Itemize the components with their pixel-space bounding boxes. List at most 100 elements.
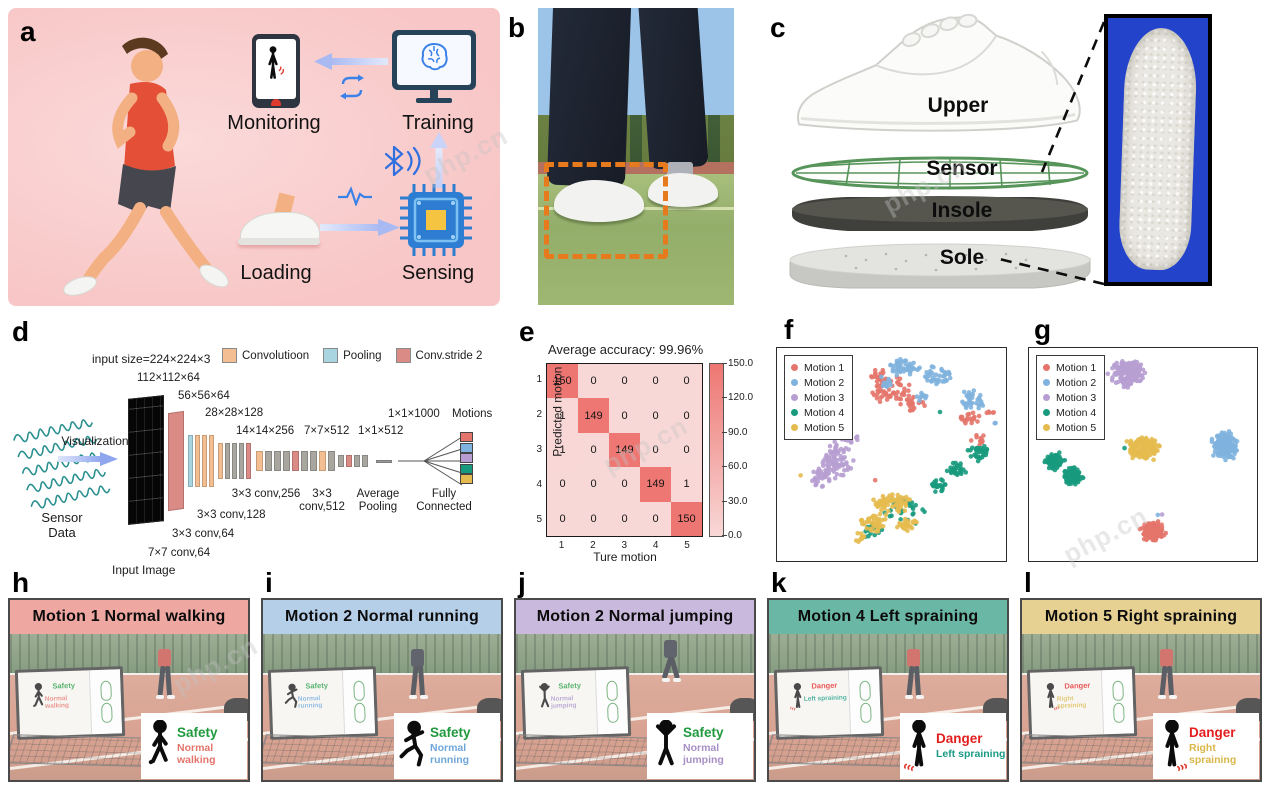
legend-label: Motion 4 — [1056, 406, 1097, 419]
legend-row: Motion 1 — [791, 360, 844, 375]
panel-c-shoe-stack: Upper Sensor Insole Sole — [740, 0, 1264, 310]
legend-dot — [1043, 394, 1050, 401]
confusion-cell: 0 — [547, 467, 578, 502]
status-text: Danger — [936, 731, 983, 747]
x-tick: 5 — [684, 540, 690, 551]
laptop-screen-main: Safety Normal jumping — [524, 670, 597, 736]
arrow-right-icon — [320, 219, 400, 236]
laptop-screen: Danger Right spraining — [1026, 666, 1138, 740]
panel-d-cnn: d input size=224×224×3 Convolutioon Pool… — [0, 315, 522, 577]
track-scene: Danger Left spraining Danger Left spraining — [769, 634, 1007, 780]
panel-label-f: f — [784, 314, 794, 345]
cnn-bar — [239, 443, 244, 479]
confusion-cell: 150 — [547, 364, 578, 399]
track-scene: Safety Normal jumping Safety Normal jumping — [516, 634, 754, 780]
scatter-points — [798, 357, 998, 544]
result-box: Safety Normal walking — [141, 713, 247, 779]
cnn-bar — [256, 451, 263, 471]
legend-row: Motion 5 — [1043, 420, 1096, 435]
sensor-layer-drawing — [791, 156, 1089, 190]
athlete-shoe — [408, 694, 417, 699]
x-tick: 2 — [590, 540, 596, 551]
screen-person-icon — [1042, 682, 1060, 713]
athlete-shoe — [661, 677, 670, 682]
shoe-upper-drawing — [797, 13, 1081, 132]
runner-shoe — [63, 276, 97, 296]
dim-1x512: 1×1×512 — [358, 425, 404, 437]
colorbar-tick: 120.0 — [728, 392, 754, 404]
confusion-cell: 0 — [578, 501, 609, 536]
tablet-icon — [252, 34, 300, 108]
legend-dot — [791, 424, 798, 431]
sensor-data-label: Sensor Data — [41, 510, 83, 540]
confusion-matrix: 150 0 0 0 0 1 149 0 0 0 1 0 149 0 0 0 0 0 149 1 0 0 0 0 150 — [546, 363, 703, 537]
motion-output-box — [460, 453, 473, 463]
legend-label: Motion 5 — [1056, 421, 1097, 434]
cnn-bar — [338, 455, 344, 467]
motion-panel-box: Motion 4 Left spraining Danger Left sprain… — [767, 598, 1009, 782]
confusion-cell: 0 — [640, 501, 671, 536]
track-scene: Safety Normal walking Safety Normal walking — [10, 634, 248, 780]
laptop-screen-main: Safety Normal running — [271, 670, 344, 736]
cnn-bar — [274, 451, 281, 471]
pooling-swatch — [323, 348, 339, 363]
result-texts: Safety Normal jumping — [683, 725, 753, 767]
alarm-icon — [271, 99, 281, 106]
athlete-torso — [1160, 648, 1174, 667]
result-icon — [398, 720, 428, 772]
cnn-bar — [265, 451, 272, 471]
dim-112: 112×112×64 — [137, 372, 200, 384]
result-texts: Danger Left spraining — [936, 731, 1005, 760]
motion-panel-box: Motion 2 Normal jumping Safety Normal jump… — [514, 598, 756, 782]
trees-band — [10, 634, 248, 674]
motion-panel-box: Motion 2 Normal running Safety Normal runn… — [261, 598, 503, 782]
motion-panel-header: Motion 5 Right spraining — [1022, 600, 1260, 634]
insole-layer-drawing — [792, 196, 1088, 231]
result-texts: Safety Normal walking — [177, 725, 247, 767]
rail-line — [1022, 673, 1260, 676]
insole-label: Insole — [931, 199, 993, 222]
legend-dot — [791, 364, 798, 371]
panel-label-i: i — [265, 567, 273, 598]
confusion-cell: 0 — [609, 467, 640, 502]
cnn-bar — [218, 443, 223, 479]
sole-layer-drawing — [789, 243, 1091, 289]
input-size-label: input size=224×224×3 — [92, 352, 211, 366]
panel-label-c: c — [770, 12, 786, 43]
laptop-screen: Danger Left spraining — [773, 666, 885, 740]
dim-28: 28×28×128 — [205, 407, 264, 419]
bottom-panel-h: h Motion 1 Normal walking Safety Normal wal… — [8, 568, 250, 782]
monitor-icon — [392, 30, 476, 103]
confusion-cell: 0 — [609, 398, 640, 433]
panel-label-k: k — [771, 567, 787, 598]
confusion-cell: 0 — [547, 501, 578, 536]
athlete-shoe — [166, 694, 175, 699]
runner-shorts — [118, 164, 176, 214]
motion-text: Normal running — [430, 741, 470, 767]
avg-pooling-label: Average Pooling — [356, 488, 400, 513]
runner-shoe — [199, 264, 229, 288]
confusion-cell: 149 — [609, 432, 640, 468]
confusion-cell: 0 — [609, 501, 640, 536]
panel-label-g: g — [1034, 314, 1052, 345]
shoe-icon — [236, 192, 322, 252]
legend-label: Motion 3 — [804, 391, 845, 404]
confusion-cell: 1 — [547, 398, 578, 433]
confusion-cell: 0 — [640, 432, 671, 468]
cnn-bar — [283, 451, 290, 471]
visualization-label: Visualization — [61, 434, 129, 448]
screen-person-icon — [30, 682, 47, 713]
athlete-shoe — [1158, 694, 1167, 699]
fully-connected-label: Fully Connected — [416, 488, 472, 513]
tsne-plot-f: Motion 1 Motion 2 Motion 3 Motion 4 Motion 5 — [776, 347, 1007, 562]
panel-label-a: a — [20, 16, 36, 47]
right-pant-leg — [638, 8, 709, 171]
x-tick: 4 — [652, 540, 659, 551]
athlete-torso — [410, 648, 424, 667]
legend-label: Motion 5 — [804, 421, 845, 434]
motion-panel-header: Motion 1 Normal walking — [10, 600, 248, 634]
legend-label: Motion 1 — [804, 361, 845, 374]
motion-panel-header: Motion 2 Normal jumping — [516, 600, 754, 634]
legend-row: Motion 4 — [1043, 405, 1096, 420]
dim-7: 7×7×512 — [304, 425, 350, 437]
